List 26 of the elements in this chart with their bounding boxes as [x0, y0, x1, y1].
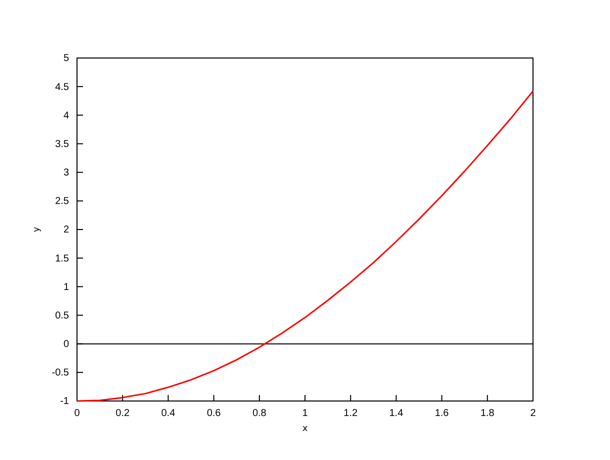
x-tick-label: 0.2 — [116, 408, 130, 420]
x-tick-label: 0.6 — [206, 408, 222, 420]
x-tick-label: 1.8 — [480, 408, 495, 420]
x-tick-label: 1.6 — [434, 408, 450, 420]
y-tick-label: -0.5 — [52, 368, 70, 379]
y-tick-label: 3 — [63, 168, 70, 179]
y-tick-label: 4.5 — [55, 82, 70, 93]
y-tick-label: 5 — [63, 53, 70, 64]
y-tick-label: 0 — [63, 339, 70, 350]
y-tick-label: 2 — [63, 224, 70, 236]
y-tick-label: 3.5 — [55, 138, 70, 150]
y-tick-label: 4 — [63, 110, 70, 122]
x-tick-label: 1.4 — [389, 408, 404, 420]
y-tick-label: 0.5 — [55, 310, 70, 322]
x-tick-label: 0.4 — [161, 408, 176, 420]
x-tick-label: 1.2 — [344, 408, 358, 420]
y-tick-label: -1 — [60, 396, 70, 408]
y-axis-title: y — [32, 226, 42, 232]
y-tick-label: 1.5 — [55, 253, 70, 264]
y-tick-label: 2.5 — [55, 196, 70, 208]
x-tick-label: 2 — [530, 408, 536, 420]
x-tick-label: 0 — [74, 408, 80, 420]
x-tick-label: 0.8 — [252, 408, 267, 420]
y-tick-label: 1 — [63, 282, 70, 293]
x-tick-label: 1 — [302, 408, 308, 420]
x-axis-title: x — [302, 424, 308, 434]
